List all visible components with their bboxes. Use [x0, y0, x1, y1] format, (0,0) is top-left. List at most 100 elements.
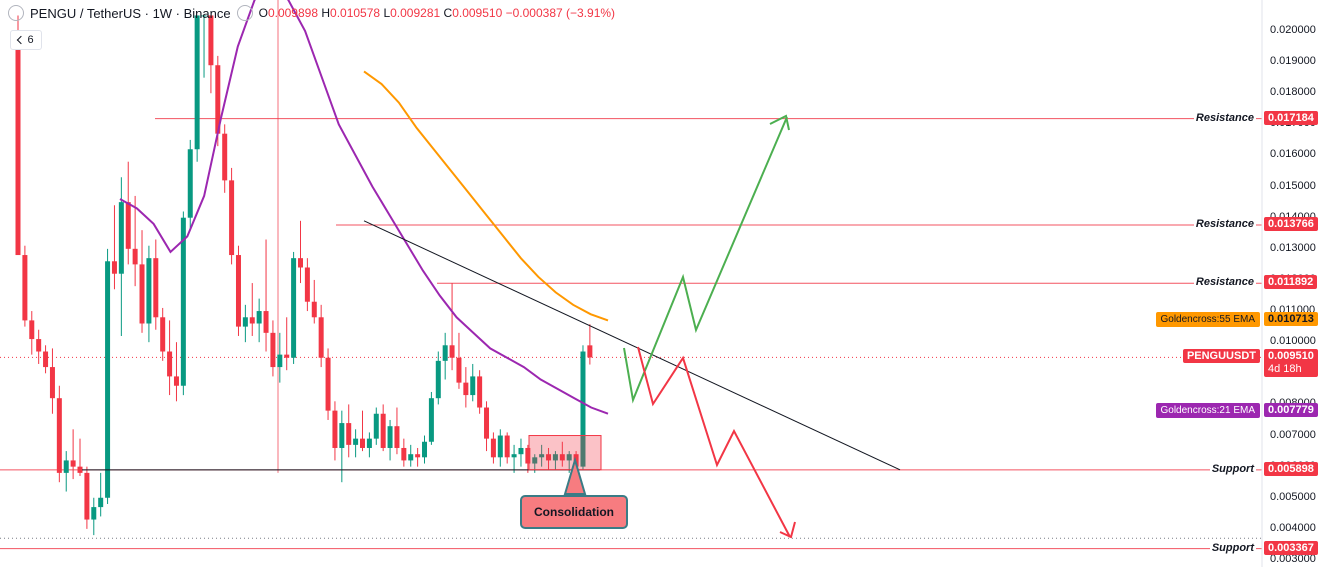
- candle-body: [284, 354, 290, 358]
- candle-body: [525, 447, 531, 464]
- callout-pointer: [563, 456, 587, 495]
- price-tick-label: 0.003000: [1270, 553, 1316, 565]
- candle-body: [263, 311, 269, 333]
- candle-body: [339, 423, 345, 448]
- candle-body: [167, 351, 173, 377]
- candle-body: [187, 149, 193, 218]
- candle-body: [111, 261, 117, 274]
- eye-icon[interactable]: [236, 5, 253, 21]
- candle-body: [160, 317, 166, 352]
- level-name-label: Support: [1209, 541, 1256, 554]
- ema55-tag-value: 0.010713: [1264, 311, 1318, 326]
- price-tick-label: 0.015000: [1270, 179, 1316, 192]
- candle-body: [43, 351, 49, 368]
- candle-body: [63, 460, 69, 473]
- candle-body: [256, 311, 262, 324]
- candle-body: [353, 438, 359, 445]
- bullish-arrowhead-icon: [769, 114, 790, 131]
- bar-countdown: 4d 18h: [1268, 363, 1302, 376]
- ema55-line: [363, 70, 609, 322]
- consolidation-box: [528, 435, 602, 471]
- candle-body: [422, 441, 428, 458]
- candle-body: [291, 258, 297, 358]
- candle-body: [415, 454, 421, 458]
- candle-body: [173, 376, 179, 386]
- candle-body: [325, 357, 331, 411]
- candle-body: [15, 31, 21, 256]
- candle-body: [470, 376, 476, 396]
- grid: [0, 0, 1262, 539]
- candle-body: [318, 317, 324, 358]
- candle-body: [580, 351, 586, 467]
- candles: [15, 15, 593, 536]
- candle-body: [373, 413, 379, 439]
- price-tick-label: 0.019000: [1270, 55, 1316, 68]
- level-price-tag: 0.011892: [1264, 275, 1318, 290]
- candle-body: [332, 410, 338, 448]
- level-name-label: Resistance: [1193, 276, 1256, 289]
- level-name-label: Support: [1209, 462, 1256, 475]
- candle-body: [539, 454, 545, 458]
- candle-body: [463, 382, 469, 396]
- candle-body: [29, 320, 35, 340]
- ema55-tag-name: Goldencross:55 EMA: [1155, 311, 1260, 327]
- chart-header: PENGU / TetherUS · 1W · Binance O0.00989…: [8, 5, 615, 21]
- descending-trendline: [363, 220, 901, 471]
- candle-body: [91, 507, 97, 520]
- price-tick-label: 0.007000: [1270, 428, 1316, 441]
- level-price-tag: 0.003367: [1264, 540, 1318, 555]
- candle-body: [249, 317, 255, 324]
- candle-body: [477, 376, 483, 408]
- price-tick-label: 0.018000: [1270, 86, 1316, 99]
- symbol-logo-icon: [8, 5, 24, 21]
- candle-body: [552, 454, 558, 461]
- candle-body: [208, 15, 214, 66]
- chevron-up-icon: [17, 35, 26, 45]
- candle-body: [132, 248, 138, 265]
- candle-body: [442, 345, 448, 361]
- candle-body: [449, 345, 455, 358]
- candle-body: [456, 357, 462, 383]
- candle-body: [153, 258, 159, 318]
- price-tick-label: 0.004000: [1270, 521, 1316, 534]
- current-symbol-tag: PENGUUSDT: [1182, 349, 1260, 364]
- level-price-tag: 0.017184: [1264, 110, 1318, 125]
- candle-body: [366, 438, 372, 448]
- level-name-label: Resistance: [1193, 217, 1256, 230]
- candle-body: [387, 426, 393, 448]
- candle-body: [222, 133, 228, 181]
- price-tick-label: 0.010000: [1270, 335, 1316, 348]
- candle-body: [518, 447, 524, 455]
- candle-body: [235, 255, 241, 327]
- candle-body: [511, 454, 517, 458]
- candle-body: [435, 360, 441, 399]
- candle-body: [194, 15, 200, 150]
- symbol-title[interactable]: PENGU / TetherUS · 1W · Binance: [30, 5, 231, 21]
- candle-body: [546, 454, 552, 461]
- candle-body: [559, 454, 565, 461]
- candle-body: [360, 438, 365, 448]
- candle-body: [215, 65, 221, 134]
- candle-body: [139, 264, 145, 324]
- candle-body: [77, 466, 83, 473]
- candle-body: [311, 301, 317, 318]
- candle-body: [270, 332, 276, 368]
- price-tick-label: 0.020000: [1270, 24, 1316, 36]
- candle-body: [70, 460, 76, 467]
- level-name-label: Resistance: [1193, 111, 1256, 124]
- change-value: −0.000387 (−3.91%): [505, 6, 616, 20]
- ema21-tag-name: Goldencross:21 EMA: [1155, 403, 1260, 419]
- ohlc-readout: O0.009898 H0.010578 L0.009281 C0.009510 …: [258, 6, 616, 20]
- candle-body: [229, 180, 235, 256]
- candle-body: [428, 398, 434, 442]
- candle-body: [566, 454, 572, 461]
- current-price-tag: 0.009510 4d 18h: [1264, 349, 1318, 378]
- indicators-toggle-button[interactable]: 6: [10, 30, 42, 50]
- ema21-tag-value: 0.007779: [1264, 403, 1318, 418]
- candle-body: [497, 435, 503, 458]
- candle-body: [98, 497, 104, 508]
- candle-body: [587, 345, 593, 358]
- price-tick-label: 0.016000: [1270, 148, 1316, 161]
- candle-body: [49, 367, 55, 399]
